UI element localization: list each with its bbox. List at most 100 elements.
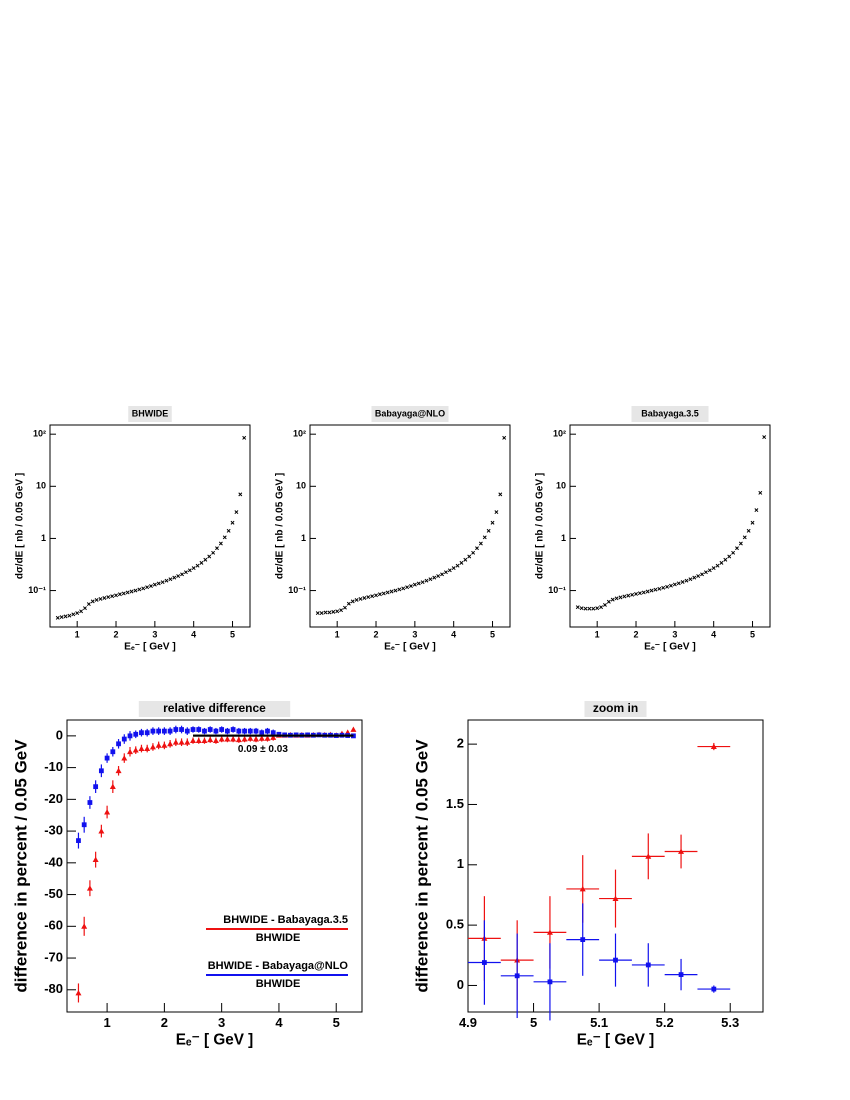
- data-point: [358, 597, 363, 601]
- data-point: [602, 602, 607, 607]
- data-point: [75, 611, 80, 616]
- x-tick-label: 1: [595, 629, 600, 639]
- data-point: [234, 510, 239, 515]
- y-tick-label: 10²: [33, 429, 46, 439]
- y-tick-label: 1.5: [446, 796, 464, 811]
- chart-title: Babayaga@NLO: [375, 408, 445, 418]
- data-point: [613, 957, 618, 963]
- data-point: [137, 587, 142, 592]
- data-point: [156, 581, 161, 586]
- chart-title: Babayaga.3.5: [641, 408, 699, 418]
- data-point: [622, 594, 627, 599]
- x-tick-label: 2: [634, 629, 639, 639]
- data-point: [374, 593, 378, 598]
- data-point: [490, 520, 495, 525]
- data-point: [727, 554, 732, 559]
- plot-frame: [49, 424, 251, 628]
- data-point: [258, 735, 265, 741]
- data-point: [98, 828, 105, 834]
- data-point: [342, 605, 347, 610]
- x-tick-label: 4: [711, 629, 716, 639]
- y-tick-label: 10²: [553, 429, 566, 439]
- data-point: [428, 577, 433, 582]
- data-point: [187, 568, 192, 573]
- data-point: [86, 602, 91, 607]
- data-point: [610, 597, 615, 602]
- y-axis-label: difference in percent / 0.05 GeV: [11, 739, 30, 993]
- data-point: [599, 605, 604, 610]
- data-point: [696, 574, 701, 578]
- x-axis-label: Eₑ⁻ [ GeV ]: [176, 1032, 254, 1049]
- y-tick-label: 10²: [293, 429, 306, 439]
- data-point: [180, 572, 184, 577]
- data-point: [735, 546, 739, 551]
- data-point: [678, 972, 684, 977]
- data-point: [634, 592, 638, 596]
- y-tick-label: 1: [561, 533, 566, 543]
- y-tick-label: 0: [457, 977, 464, 992]
- chart-title: zoom in: [593, 701, 638, 715]
- x-tick-label: 5: [530, 1015, 537, 1030]
- y-tick-label: 1: [301, 533, 306, 543]
- data-point: [138, 745, 145, 751]
- data-point: [661, 585, 666, 590]
- x-tick-label: 5: [230, 629, 235, 639]
- data-point: [241, 736, 248, 742]
- data-point: [203, 557, 208, 562]
- data-point: [346, 601, 351, 606]
- x-tick-label: 4: [275, 1015, 283, 1030]
- data-point: [678, 848, 685, 854]
- x-tick-label: 4.9: [459, 1015, 477, 1030]
- data-point: [614, 596, 619, 601]
- data-point: [264, 735, 271, 741]
- x-tick-label: 4: [451, 629, 456, 639]
- data-point: [451, 566, 456, 571]
- data-point: [125, 590, 130, 595]
- data-point: [110, 594, 115, 599]
- data-point: [482, 535, 487, 540]
- data-point: [173, 727, 179, 732]
- data-point: [230, 736, 237, 742]
- data-point: [377, 592, 382, 597]
- x-tick-label: 5: [750, 629, 755, 639]
- y-axis-label: dσ/dE [ nb / 0.05 GeV ]: [535, 473, 546, 579]
- data-point: [104, 809, 111, 815]
- data-point: [645, 589, 650, 594]
- data-point: [207, 736, 214, 743]
- data-point: [738, 541, 743, 546]
- data-point: [409, 584, 413, 589]
- y-tick-label: -20: [44, 791, 63, 806]
- data-point: [71, 612, 76, 617]
- data-point: [114, 593, 118, 598]
- data-point: [393, 588, 398, 593]
- x-axis-label: Eₑ⁻ [ GeV ]: [124, 641, 176, 652]
- data-point: [55, 615, 60, 620]
- data-point: [76, 838, 81, 844]
- data-point: [167, 728, 173, 734]
- data-point: [202, 728, 207, 734]
- data-point: [167, 740, 174, 747]
- data-point: [82, 606, 87, 611]
- data-point: [230, 520, 235, 525]
- data-point: [242, 435, 247, 440]
- data-point: [121, 591, 126, 596]
- title-background: [371, 406, 449, 422]
- data-point: [432, 575, 437, 580]
- y-tick-label: -40: [44, 854, 63, 869]
- y-axis-label: dσ/dE [ nb / 0.05 GeV ]: [15, 473, 26, 579]
- plot-frame: [569, 424, 771, 628]
- data-point: [104, 755, 110, 761]
- data-point: [121, 736, 127, 742]
- data-point: [397, 587, 402, 592]
- x-tick-label: 3: [218, 1015, 225, 1030]
- data-point: [665, 584, 670, 589]
- data-point: [199, 560, 204, 565]
- data-point: [637, 591, 642, 596]
- x-tick-label: 5: [490, 629, 495, 639]
- data-point: [606, 599, 611, 604]
- data-point: [144, 730, 150, 736]
- y-tick-label: 10⁻¹: [548, 585, 566, 595]
- data-point: [127, 733, 133, 739]
- data-point: [230, 727, 236, 732]
- chart-title: BHWIDE: [132, 408, 169, 418]
